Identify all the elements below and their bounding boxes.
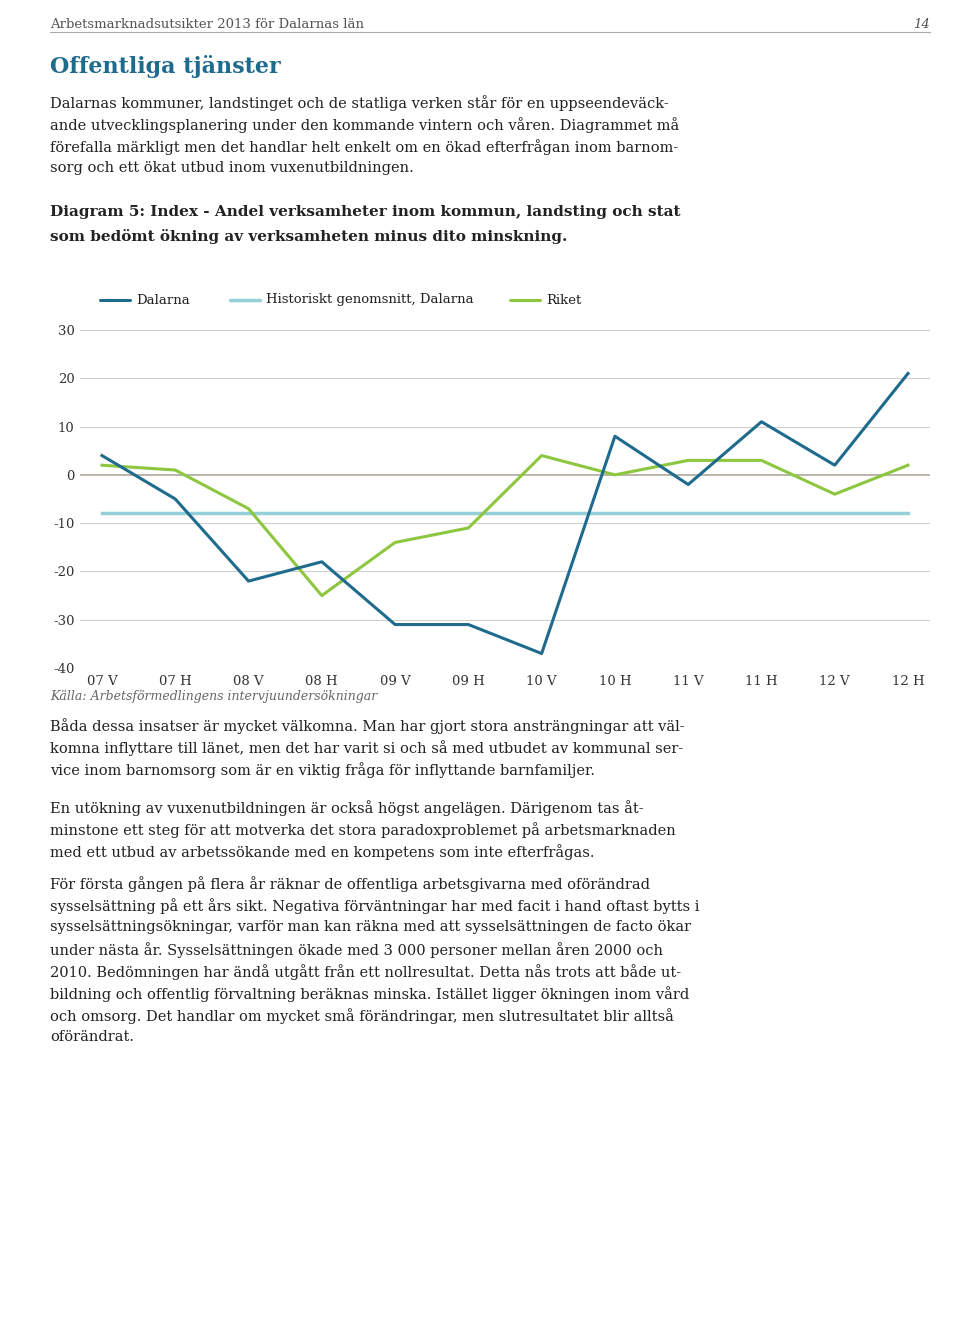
Text: Offentliga tjänster: Offentliga tjänster [50,55,280,78]
Text: sorg och ett ökat utbud inom vuxenutbildningen.: sorg och ett ökat utbud inom vuxenutbild… [50,160,414,175]
Text: komna inflyttare till länet, men det har varit si och så med utbudet av kommunal: komna inflyttare till länet, men det har… [50,739,684,755]
Text: För första gången på flera år räknar de offentliga arbetsgivarna med oförändrad: För första gången på flera år räknar de … [50,876,650,892]
Text: Historiskt genomsnitt, Dalarna: Historiskt genomsnitt, Dalarna [266,294,473,306]
Text: sysselsättningsökningar, varför man kan räkna med att sysselsättningen de facto : sysselsättningsökningar, varför man kan … [50,920,691,935]
Text: En utökning av vuxenutbildningen är också högst angelägen. Därigenom tas åt-: En utökning av vuxenutbildningen är ocks… [50,800,643,816]
Text: vice inom barnomsorg som är en viktig fråga för inflyttande barnfamiljer.: vice inom barnomsorg som är en viktig fr… [50,762,595,778]
Text: bildning och offentlig förvaltning beräknas minska. Istället ligger ökningen ino: bildning och offentlig förvaltning beräk… [50,985,689,1001]
Text: som bedömt ökning av verksamheten minus dito minskning.: som bedömt ökning av verksamheten minus … [50,229,567,243]
Text: 2010. Bedömningen har ändå utgått från ett nollresultat. Detta nås trots att båd: 2010. Bedömningen har ändå utgått från e… [50,964,682,980]
Text: oförändrat.: oförändrat. [50,1029,134,1044]
Text: Riket: Riket [546,294,581,306]
Text: Diagram 5: Index - Andel verksamheter inom kommun, landsting och stat: Diagram 5: Index - Andel verksamheter in… [50,205,681,219]
Text: sysselsättning på ett års sikt. Negativa förväntningar har med facit i hand ofta: sysselsättning på ett års sikt. Negativa… [50,898,700,915]
Text: minstone ett steg för att motverka det stora paradoxproblemet på arbetsmarknaden: minstone ett steg för att motverka det s… [50,822,676,838]
Text: och omsorg. Det handlar om mycket små förändringar, men slutresultatet blir allt: och omsorg. Det handlar om mycket små fö… [50,1008,674,1024]
Text: ande utvecklingsplanering under den kommande vintern och våren. Diagrammet må: ande utvecklingsplanering under den komm… [50,118,680,132]
Text: förefalla märkligt men det handlar helt enkelt om en ökad efterfrågan inom barno: förefalla märkligt men det handlar helt … [50,139,679,155]
Text: Arbetsmarknadsutsikter 2013 för Dalarnas län: Arbetsmarknadsutsikter 2013 för Dalarnas… [50,17,364,31]
Text: med ett utbud av arbetssökande med en kompetens som inte efterfrågas.: med ett utbud av arbetssökande med en ko… [50,844,594,860]
Text: Källa: Arbetsförmedlingens intervjuundersökningar: Källa: Arbetsförmedlingens intervjuunder… [50,690,377,703]
Text: Båda dessa insatser är mycket välkomna. Man har gjort stora ansträngningar att v: Båda dessa insatser är mycket välkomna. … [50,718,684,734]
Text: under nästa år. Sysselsättningen ökade med 3 000 personer mellan åren 2000 och: under nästa år. Sysselsättningen ökade m… [50,943,663,957]
Text: Dalarnas kommuner, landstinget och de statliga verken står för en uppseendeväck-: Dalarnas kommuner, landstinget och de st… [50,95,669,111]
Text: 14: 14 [913,17,930,31]
Text: Dalarna: Dalarna [136,294,190,306]
